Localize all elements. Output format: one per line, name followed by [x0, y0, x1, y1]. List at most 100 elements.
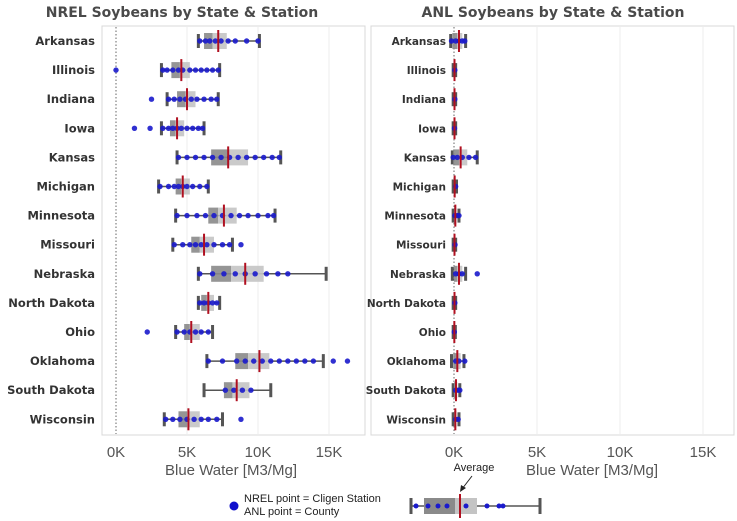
data-point-nrel — [285, 358, 291, 364]
box-lower-nrel — [235, 353, 249, 370]
box-lower-nrel — [211, 265, 232, 282]
data-point-nrel — [184, 212, 190, 219]
state-label-anl: Minnesota — [384, 211, 446, 223]
data-point-nrel — [276, 358, 282, 364]
data-point-anl — [456, 212, 462, 219]
data-point-nrel — [255, 212, 261, 219]
data-point-nrel — [221, 271, 227, 277]
data-point-anl — [450, 154, 456, 161]
data-point-nrel — [201, 300, 207, 306]
data-point-nrel — [239, 387, 246, 393]
data-point-nrel — [194, 96, 200, 102]
x-tick-label-anl: 15K — [690, 444, 717, 461]
data-point-nrel — [202, 212, 209, 219]
state-label-anl: Missouri — [396, 240, 446, 252]
box-lower-nrel — [171, 62, 180, 79]
state-label-nrel: Wisconsin — [30, 412, 95, 426]
data-point-nrel — [209, 271, 216, 277]
data-point-nrel — [211, 242, 217, 248]
data-point-nrel — [222, 387, 229, 393]
legend-average-arrowhead — [460, 485, 466, 492]
data-point-nrel — [245, 212, 251, 219]
data-point-nrel — [255, 38, 261, 44]
data-point-nrel — [164, 67, 170, 73]
data-point-nrel — [285, 271, 291, 277]
data-point-nrel — [192, 154, 199, 161]
state-label-nrel: Minnesota — [27, 209, 95, 223]
data-point-nrel — [177, 416, 183, 422]
data-point-nrel — [238, 416, 244, 422]
data-point-nrel — [171, 96, 177, 102]
data-point-nrel — [243, 38, 250, 44]
data-point-nrel — [174, 329, 180, 335]
x-axis-label-anl: Blue Water [M3/Mg] — [526, 462, 658, 479]
data-point-nrel — [268, 358, 274, 364]
data-point-nrel — [188, 96, 194, 102]
data-point-nrel — [219, 242, 226, 248]
data-point-anl — [472, 154, 479, 161]
data-point-nrel — [198, 329, 204, 335]
data-point-nrel — [175, 67, 182, 73]
x-tick-label-nrel: 5K — [178, 444, 196, 461]
legend-data-point — [444, 503, 450, 509]
data-point-nrel — [242, 358, 248, 364]
state-label-anl: Illinois — [407, 65, 446, 77]
data-point-nrel — [215, 67, 221, 73]
data-point-nrel — [252, 154, 258, 161]
data-point-nrel — [187, 67, 193, 73]
data-point-anl — [462, 358, 468, 364]
state-label-nrel: Missouri — [40, 238, 95, 252]
legend-data-point — [425, 503, 431, 509]
data-point-nrel — [198, 416, 204, 422]
data-point-nrel — [205, 358, 211, 364]
state-label-anl: Indiana — [402, 94, 446, 106]
data-point-nrel — [178, 125, 185, 131]
legend-line-2: ANL point = County — [244, 506, 340, 518]
data-point-nrel — [144, 329, 150, 335]
data-point-nrel — [310, 358, 317, 364]
data-point-nrel — [270, 212, 277, 219]
x-tick-label-anl: 0K — [445, 444, 463, 461]
data-point-nrel — [205, 416, 211, 422]
data-point-nrel — [197, 271, 203, 277]
data-point-nrel — [235, 154, 241, 161]
data-point-nrel — [211, 212, 217, 219]
state-label-anl: Nebraska — [390, 269, 446, 281]
data-point-nrel — [234, 358, 240, 364]
plot-area-nrel — [101, 25, 366, 436]
nrel-panel: 0K 5K 10K 15K Arkansas Illinois Indiana Iowa Kan… — [7, 27, 351, 461]
data-point-anl — [474, 271, 480, 277]
data-point-nrel — [209, 154, 216, 161]
x-tick-label-nrel: 0K — [107, 444, 125, 461]
data-point-nrel — [189, 183, 196, 190]
data-point-nrel — [170, 125, 176, 131]
legend-average-label: Average — [454, 462, 495, 474]
data-point-anl — [455, 416, 461, 422]
data-point-nrel — [302, 358, 308, 364]
data-point-nrel — [160, 67, 166, 73]
state-label-nrel: Michigan — [36, 180, 95, 194]
data-point-nrel — [276, 154, 282, 161]
data-point-nrel — [204, 67, 210, 73]
state-label-nrel: Oklahoma — [30, 354, 95, 368]
state-label-anl: South Dakota — [366, 385, 446, 397]
data-point-nrel — [180, 242, 186, 248]
data-point-nrel — [226, 242, 233, 248]
state-label-nrel: South Dakota — [7, 383, 95, 397]
state-label-anl: Ohio — [419, 327, 446, 339]
data-point-nrel — [204, 242, 210, 248]
x-tick-label-nrel: 10K — [245, 444, 272, 461]
data-point-nrel — [209, 300, 216, 306]
data-point-nrel — [171, 242, 177, 248]
data-point-nrel — [204, 183, 210, 190]
data-point-nrel — [252, 271, 258, 277]
data-point-nrel — [197, 300, 203, 306]
legend-data-point — [500, 503, 506, 509]
data-point-nrel — [175, 183, 182, 190]
data-point-nrel — [344, 358, 351, 364]
data-point-nrel — [248, 387, 254, 393]
legend-data-point — [413, 503, 419, 509]
legend: NREL point = Cligen Station ANL point = … — [229, 462, 542, 518]
data-point-nrel — [198, 67, 204, 73]
data-point-nrel — [263, 271, 270, 277]
